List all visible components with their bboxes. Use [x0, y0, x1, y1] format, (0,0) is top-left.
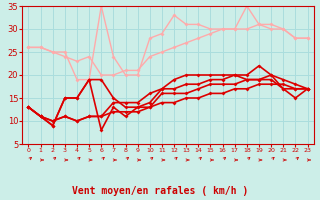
Text: Vent moyen/en rafales ( km/h ): Vent moyen/en rafales ( km/h ) [72, 186, 248, 196]
